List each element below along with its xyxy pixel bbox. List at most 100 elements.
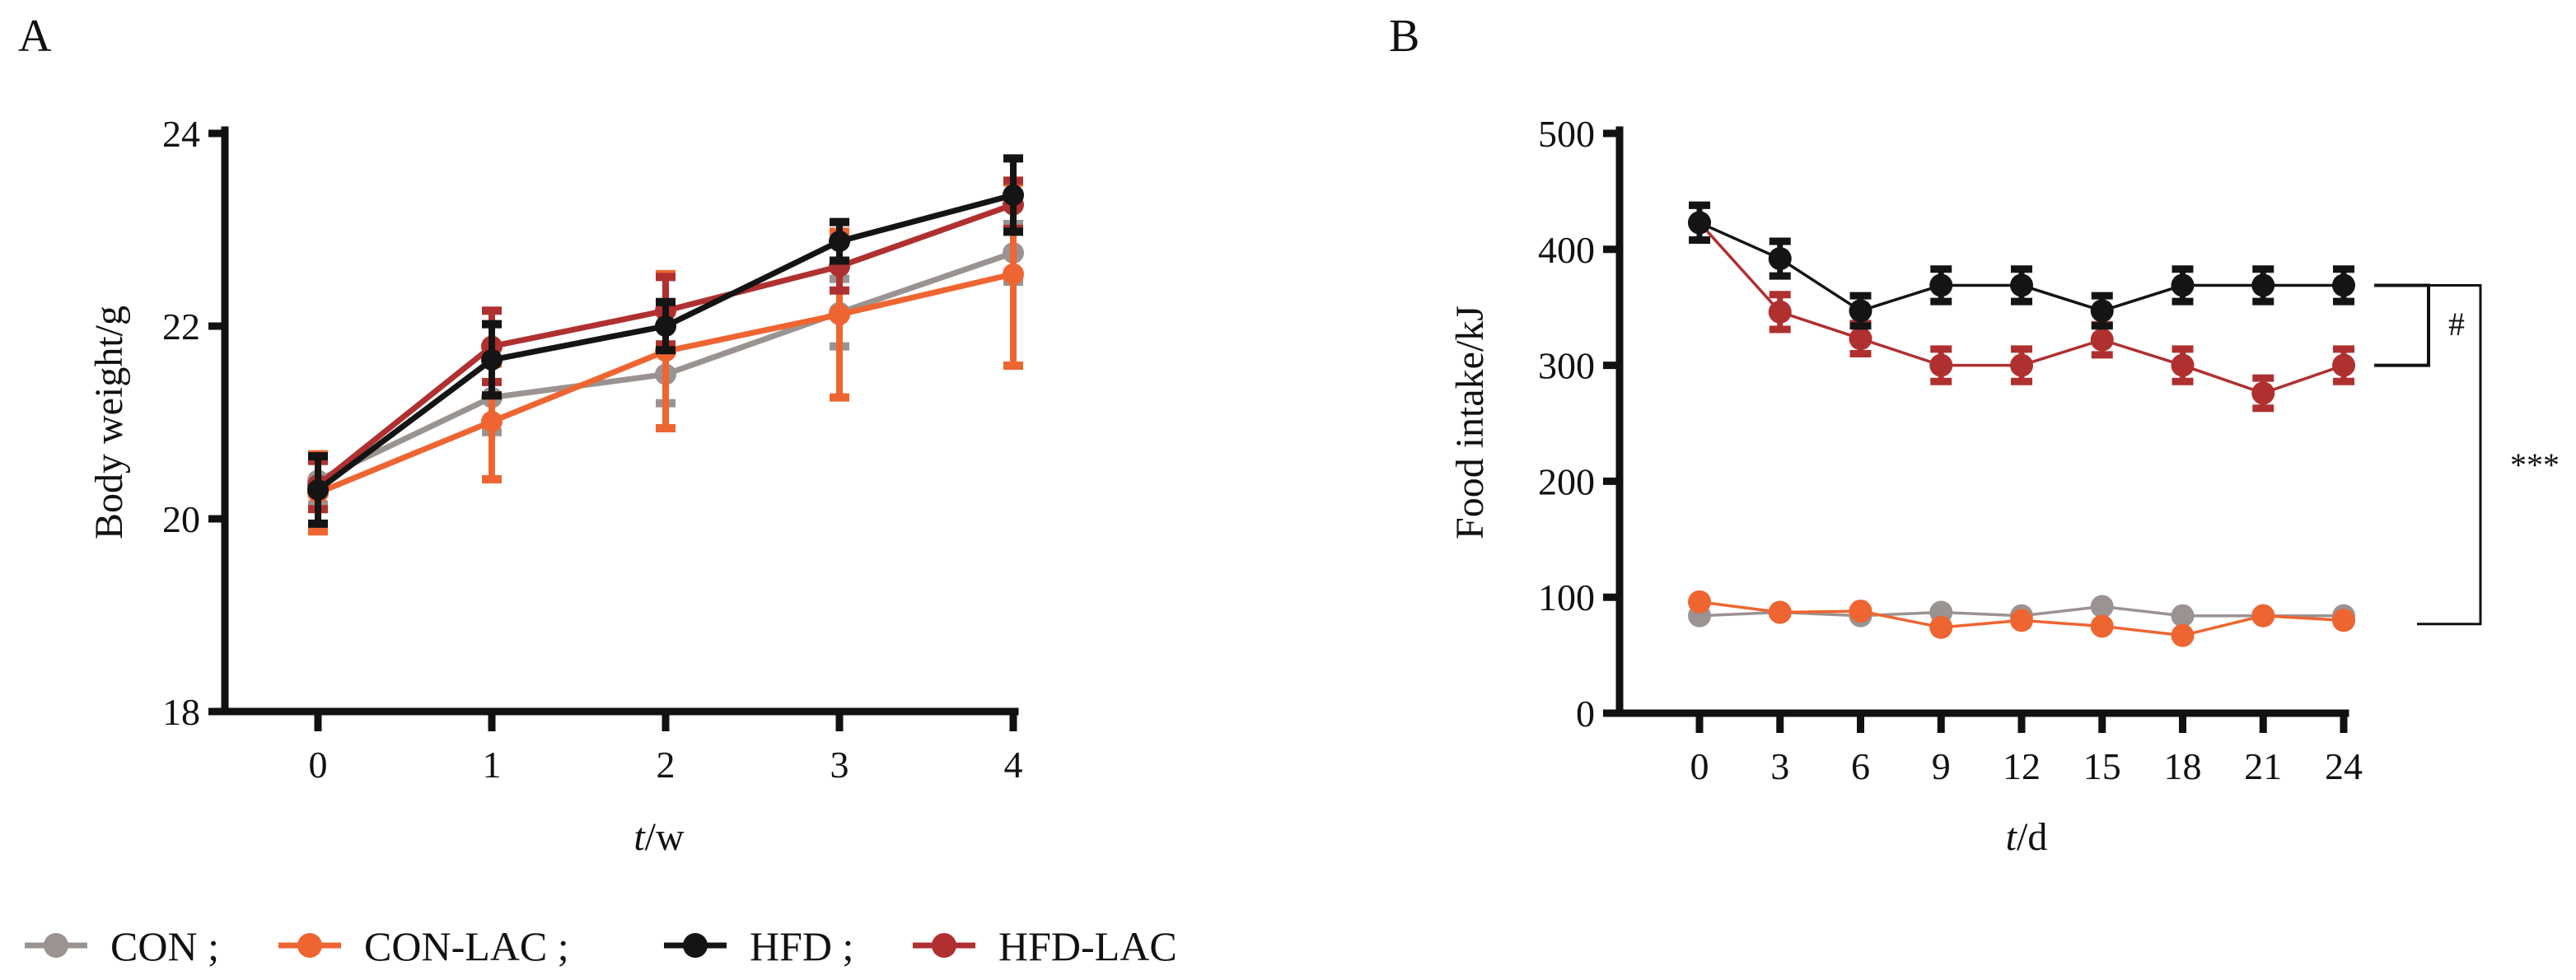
panel-a-series (307, 154, 1024, 536)
significance-bracket-stars (2417, 283, 2482, 626)
panel-b-point-hfd (2171, 273, 2195, 297)
panel-a: A 18 20 22 24 0 1 2 3 4 Body weight/g t/w (18, 11, 1024, 859)
panel-b-x-axis-title-unit: /d (2017, 815, 2047, 859)
panel-b-point-hfd-lac (1849, 327, 1872, 351)
panel-b-point-hfd (1849, 299, 1872, 323)
legend-marker-icon (932, 933, 956, 958)
panel-b-y-tick-label: 100 (1538, 576, 1595, 618)
legend-item-hfd-lac: HFD-LAC (913, 923, 1177, 969)
panel-b-point-con-lac (1929, 615, 1953, 639)
panel-b-point-con-lac (2251, 604, 2275, 628)
panel-b-point-hfd-lac (2090, 328, 2114, 352)
panel-b-point-hfd (2090, 299, 2114, 323)
panel-b-x-tick-label: 0 (1690, 745, 1709, 787)
panel-b-point-con-lac (2010, 609, 2033, 632)
panel-a-point-hfd (481, 348, 503, 371)
panel-b-x-tick-label: 3 (1770, 745, 1789, 787)
panel-a-x-axis-title: t/w (633, 815, 685, 859)
panel-b-x-tick-label: 18 (2164, 745, 2202, 787)
panel-a-point-hfd (829, 231, 850, 253)
legend-label: CON-LAC ; (364, 923, 569, 969)
panel-b-point-hfd (2010, 273, 2033, 297)
panel-b-point-con-lac (2171, 623, 2195, 647)
panel-a-series-con-lac (307, 178, 1024, 536)
panel-b-point-con-lac (2332, 609, 2355, 632)
panel-b-y-axis-title: Food intake/kJ (1448, 306, 1492, 539)
panel-a-point-hfd (307, 478, 329, 501)
panel-a-x-axis-title-unit: /w (645, 815, 685, 859)
panel-a-point-con-lac (829, 303, 850, 325)
panel-b-y-tick-label: 200 (1538, 460, 1595, 502)
panel-b-series-con-lac (1688, 590, 2355, 647)
panel-a-axes: 18 20 22 24 0 1 2 3 4 (162, 113, 1023, 786)
panel-b-point-hfd (1929, 273, 1953, 297)
panel-a-x-tick-label: 2 (657, 744, 676, 786)
legend-label: CON ; (110, 923, 219, 969)
panel-b-significance: # *** (2374, 283, 2560, 626)
panel-b-x-tick-label: 9 (1932, 745, 1951, 787)
panel-a-series-hfd (307, 154, 1024, 528)
panel-a-x-tick-label: 4 (1004, 744, 1023, 786)
panel-b-point-hfd-lac (2010, 353, 2033, 377)
legend-marker-icon (683, 933, 708, 958)
legend: CON ; CON-LAC ; HFD ; HFD-LAC (25, 923, 1177, 969)
panel-a-y-tick-label: 18 (162, 691, 200, 733)
panel-b-series (1688, 201, 2355, 647)
panel-b-x-tick-label: 6 (1851, 745, 1870, 787)
panel-a-x-tick-label: 0 (309, 744, 328, 786)
panel-a-point-con-lac (481, 410, 503, 432)
panel-b: B 0 100 200 300 400 500 0 3 6 9 12 15 18 21 24 # *** Fo… (1389, 11, 2560, 859)
panel-b-point-con-lac (1849, 600, 1872, 623)
panel-b-x-tick-label: 21 (2244, 745, 2282, 787)
panel-a-point-hfd (1003, 184, 1024, 206)
panel-b-label: B (1389, 11, 1419, 62)
panel-b-point-hfd-lac (2171, 353, 2195, 377)
panel-b-point-hfd-lac (1768, 300, 1792, 324)
panel-b-x-axis-title-italic: t (2006, 815, 2018, 859)
significance-label-stars: *** (2510, 446, 2560, 483)
panel-b-y-tick-label: 500 (1538, 113, 1595, 155)
panel-a-point-con-lac (1003, 263, 1024, 285)
legend-label: HFD ; (750, 923, 853, 969)
panel-b-x-tick-label: 24 (2325, 745, 2363, 787)
panel-b-point-hfd-lac (2251, 381, 2275, 405)
significance-label-hash: # (2448, 306, 2465, 343)
panel-b-point-hfd (1768, 247, 1792, 271)
panel-b-point-con-lac (2090, 614, 2114, 638)
panel-a-y-tick-label: 22 (162, 306, 200, 348)
panel-b-x-tick-label: 12 (2003, 745, 2041, 787)
panel-b-series-hfd-lac (1688, 201, 2355, 413)
panel-b-point-hfd (2332, 273, 2355, 297)
panel-b-point-con-lac (1688, 590, 1711, 614)
panel-b-y-tick-label: 400 (1538, 229, 1595, 271)
panel-b-x-axis-title: t/d (2006, 815, 2048, 859)
panel-b-point-hfd (2251, 273, 2275, 297)
panel-b-y-tick-label: 0 (1576, 693, 1595, 735)
panel-b-point-hfd (1688, 211, 1711, 235)
panel-b-point-hfd-lac (2332, 353, 2355, 377)
panel-b-x-tick-label: 15 (2083, 745, 2121, 787)
panel-a-point-hfd (655, 315, 676, 337)
panel-b-axes: 0 100 200 300 400 500 0 3 6 9 12 15 18 21 24 (1538, 113, 2363, 787)
legend-item-con-lac: CON-LAC ; (278, 923, 569, 969)
panel-b-series-hfd (1688, 201, 2355, 330)
significance-bracket-hash (2374, 283, 2430, 367)
legend-item-hfd: HFD ; (664, 923, 853, 969)
panel-a-y-tick-label: 20 (162, 498, 200, 540)
legend-marker-icon (297, 933, 322, 958)
panel-a-label: A (18, 11, 52, 62)
panel-b-point-con-lac (1768, 600, 1792, 624)
legend-label: HFD-LAC (998, 923, 1177, 969)
legend-marker-icon (44, 933, 68, 958)
panel-b-point-con (2171, 604, 2195, 628)
panel-b-y-tick-label: 300 (1538, 345, 1595, 387)
panel-a-x-axis-title-italic: t (633, 815, 646, 859)
panel-b-point-hfd-lac (1929, 353, 1953, 377)
panel-b-point-con (2090, 595, 2114, 618)
panel-a-x-tick-label: 3 (830, 744, 849, 786)
panel-a-y-tick-label: 24 (162, 113, 200, 155)
panel-a-y-axis-title: Body weight/g (87, 306, 131, 539)
legend-item-con: CON ; (25, 923, 219, 969)
panel-a-x-tick-label: 1 (483, 744, 502, 786)
